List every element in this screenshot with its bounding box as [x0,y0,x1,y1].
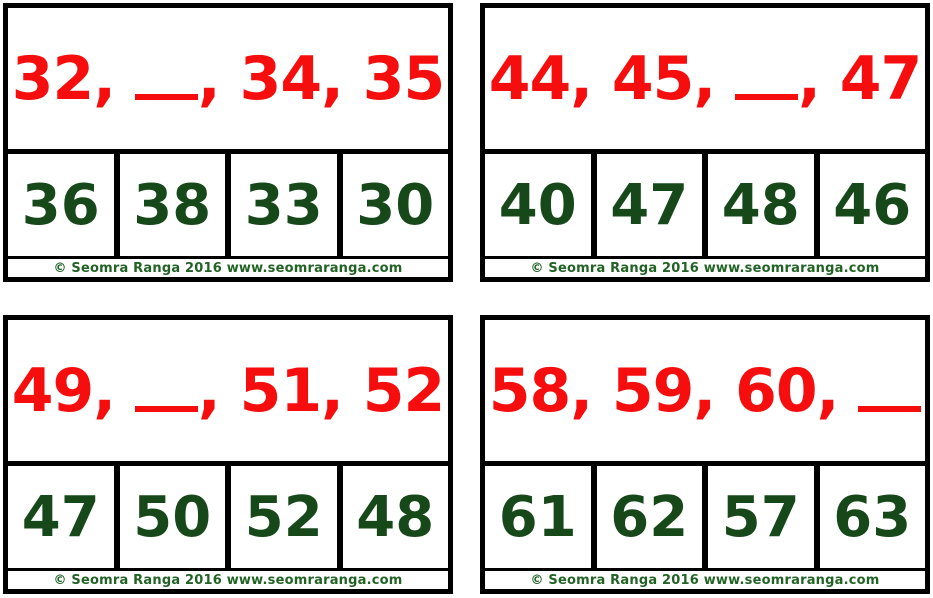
answer-option-box: 47 [596,154,702,256]
answer-options-row: 36 38 33 30 [8,154,448,256]
answer-option-value: 48 [721,172,800,238]
answer-option-value: 62 [610,484,689,550]
copyright-text: © Seomra Ranga 2016 www.seomraranga.com [53,260,403,276]
answer-options-row: 40 47 48 46 [485,154,925,256]
sequence-separator: , [798,43,840,114]
sequence-number: 58 [488,355,571,426]
copyright-footer: © Seomra Ranga 2016 www.seomraranga.com [485,259,925,277]
answer-option-box: 46 [819,154,925,256]
sequence-number: 59 [611,355,694,426]
sequence-separator: , [570,43,612,114]
answer-option-value: 47 [610,172,689,238]
number-sequence: 32, , 34, 35 [8,8,448,149]
sequence-separator: , [197,43,240,114]
answer-option-box: 62 [596,466,702,568]
sequence-separator: , [321,43,363,114]
sequence-card: 44, 45, , 47 40 47 48 46 © Seomra Ranga 201… [480,3,930,282]
blank-slot [735,58,799,100]
answer-option-box: 33 [231,154,337,256]
sequence-number: 49 [11,355,94,426]
sequence-separator: , [816,355,859,426]
copyright-footer: © Seomra Ranga 2016 www.seomraranga.com [8,259,448,277]
answer-options-row: 47 50 52 48 [8,466,448,568]
answer-option-value: 40 [498,172,577,238]
number-sequence: 49, , 51, 52 [8,320,448,461]
sequence-number: 32 [11,43,94,114]
sequence-number: 47 [839,43,922,114]
answer-option-value: 63 [833,484,912,550]
sequence-card: 49, , 51, 52 47 50 52 48 © Seomra Ranga 201… [3,315,453,594]
sequence-separator: , [693,355,736,426]
answer-option-value: 48 [356,484,435,550]
answer-option-box: 30 [342,154,448,256]
answer-option-box: 36 [8,154,114,256]
number-sequence: 44, 45, , 47 [485,8,925,149]
blank-slot [858,370,922,412]
answer-option-value: 46 [833,172,912,238]
answer-option-box: 61 [485,466,591,568]
answer-option-value: 38 [133,172,212,238]
sequence-number: 45 [611,43,694,114]
answer-option-value: 36 [21,172,100,238]
copyright-text: © Seomra Ranga 2016 www.seomraranga.com [530,260,880,276]
sequence-number: 34 [239,43,322,114]
copyright-text: © Seomra Ranga 2016 www.seomraranga.com [53,572,403,588]
sequence-separator: , [197,355,240,426]
answer-option-value: 61 [498,484,577,550]
answer-option-box: 48 [342,466,448,568]
sequence-card: 32, , 34, 35 36 38 33 30 © Seomra Ranga 201… [3,3,453,282]
copyright-text: © Seomra Ranga 2016 www.seomraranga.com [530,572,880,588]
copyright-footer: © Seomra Ranga 2016 www.seomraranga.com [485,571,925,589]
answer-option-box: 40 [485,154,591,256]
sequence-separator: , [570,355,612,426]
sequence-separator: , [93,43,135,114]
answer-option-box: 48 [708,154,814,256]
answer-option-value: 57 [721,484,800,550]
sequence-separator: , [321,355,363,426]
sequence-number: 44 [488,43,571,114]
answer-option-box: 50 [119,466,225,568]
sequence-number: 60 [735,355,817,426]
copyright-footer: © Seomra Ranga 2016 www.seomraranga.com [8,571,448,589]
answer-option-box: 52 [231,466,337,568]
answer-options-row: 61 62 57 63 [485,466,925,568]
answer-option-box: 63 [819,466,925,568]
answer-option-box: 47 [8,466,114,568]
number-sequence: 58, 59, 60, [485,320,925,461]
answer-option-box: 38 [119,154,225,256]
sequence-number: 51 [239,355,322,426]
answer-option-value: 30 [356,172,435,238]
sequence-separator: , [93,355,135,426]
sequence-card: 58, 59, 60, 61 62 57 63 © Seomra Ranga 2016… [480,315,930,594]
sequence-number: 52 [362,355,445,426]
answer-option-value: 52 [244,484,323,550]
blank-slot [134,58,198,100]
sequence-number: 35 [362,43,445,114]
answer-option-value: 47 [21,484,100,550]
answer-option-value: 50 [133,484,212,550]
sequence-separator: , [693,43,736,114]
blank-slot [134,370,198,412]
answer-option-value: 33 [244,172,323,238]
answer-option-box: 57 [708,466,814,568]
